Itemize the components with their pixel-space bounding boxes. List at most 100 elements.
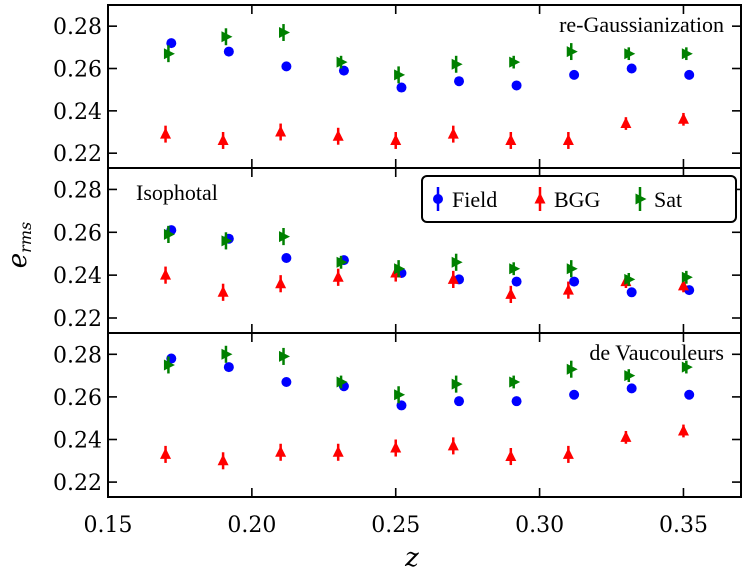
series-field bbox=[166, 353, 695, 411]
series-field bbox=[166, 38, 695, 93]
data-point bbox=[451, 58, 463, 70]
legend-label: Sat bbox=[654, 187, 682, 212]
data-point bbox=[624, 48, 636, 60]
data-point bbox=[509, 376, 521, 388]
data-point bbox=[562, 447, 574, 459]
series-bgg bbox=[160, 264, 689, 303]
series-bgg bbox=[160, 424, 689, 470]
data-point bbox=[677, 279, 689, 291]
data-point bbox=[566, 46, 578, 58]
data-point bbox=[511, 80, 522, 91]
y-tick-label: 0.24 bbox=[53, 428, 102, 453]
data-point bbox=[562, 133, 574, 145]
series-field bbox=[166, 225, 695, 298]
data-point bbox=[684, 389, 695, 400]
y-tick-label: 0.28 bbox=[53, 178, 102, 203]
x-tick-label: 0.25 bbox=[371, 513, 420, 538]
x-tick-label: 0.30 bbox=[515, 513, 564, 538]
data-point bbox=[509, 56, 521, 68]
data-point bbox=[281, 376, 292, 387]
panel-title: Isophotal bbox=[136, 180, 218, 205]
data-point bbox=[569, 389, 580, 400]
data-point bbox=[681, 271, 693, 283]
data-point bbox=[569, 69, 580, 80]
data-point bbox=[281, 61, 292, 72]
data-point bbox=[511, 396, 522, 407]
x-tick-label: 0.15 bbox=[84, 513, 133, 538]
data-point bbox=[217, 285, 229, 297]
data-point bbox=[620, 430, 632, 442]
legend-entry-bgg: BGG bbox=[534, 187, 601, 212]
data-point bbox=[279, 27, 291, 39]
data-point bbox=[160, 268, 172, 280]
y-tick-label: 0.26 bbox=[53, 221, 102, 246]
data-point bbox=[223, 46, 234, 57]
data-point bbox=[505, 450, 517, 462]
data-point bbox=[677, 424, 689, 436]
data-point bbox=[160, 447, 172, 459]
data-point bbox=[505, 133, 517, 145]
panel-frame bbox=[107, 332, 742, 498]
data-point bbox=[451, 256, 463, 268]
data-point bbox=[279, 231, 291, 243]
data-point bbox=[332, 129, 344, 141]
x-tick-label: 0.20 bbox=[227, 513, 276, 538]
data-point bbox=[223, 362, 234, 373]
data-point bbox=[447, 272, 459, 284]
legend-label: Field bbox=[452, 187, 497, 212]
data-point bbox=[681, 361, 693, 373]
data-point bbox=[217, 454, 229, 466]
panel-title: de Vaucouleurs bbox=[589, 340, 724, 365]
data-point bbox=[163, 359, 175, 371]
data-point bbox=[332, 445, 344, 457]
legend-entry-field: Field bbox=[433, 187, 497, 212]
x-tick-label: 0.35 bbox=[659, 513, 708, 538]
data-point bbox=[275, 277, 287, 289]
y-axis-label-sub: rms bbox=[16, 222, 35, 253]
data-point bbox=[624, 273, 636, 285]
panel-title: re-Gaussianization bbox=[559, 12, 724, 37]
data-point bbox=[396, 82, 407, 93]
data-point bbox=[626, 63, 637, 74]
legend-entry-sat: Sat bbox=[635, 187, 682, 212]
series-sat bbox=[163, 225, 693, 286]
y-tick-label: 0.24 bbox=[53, 264, 102, 289]
x-tick-labels: 0.15 0.20 0.25 0.30 0.35 bbox=[84, 513, 708, 538]
data-point bbox=[336, 256, 348, 268]
data-point bbox=[275, 125, 287, 137]
data-point bbox=[626, 383, 637, 394]
legend-box bbox=[421, 175, 737, 223]
data-point bbox=[677, 112, 689, 124]
x-axis-label: z bbox=[404, 543, 419, 573]
data-point bbox=[160, 127, 172, 139]
panel-3: 0.22 0.24 0.26 0.28 de Vaucouleurs bbox=[53, 332, 742, 498]
legend-label: BGG bbox=[554, 187, 601, 212]
y-tick-label: 0.28 bbox=[53, 343, 102, 368]
data-point bbox=[221, 348, 233, 360]
data-point bbox=[163, 228, 175, 240]
legend-marker bbox=[534, 192, 546, 204]
data-point bbox=[336, 56, 348, 68]
y-tick-label: 0.22 bbox=[53, 142, 102, 167]
data-point bbox=[562, 283, 574, 295]
y-axis-label: erms bbox=[3, 222, 35, 268]
data-point bbox=[684, 69, 695, 80]
y-tick-label: 0.22 bbox=[53, 471, 102, 496]
data-point bbox=[569, 276, 580, 287]
data-point bbox=[509, 263, 521, 275]
data-point bbox=[454, 76, 465, 87]
data-point bbox=[394, 263, 406, 275]
panels: 0.22 0.24 0.26 0.28 re-Gaussianization 0.22 0.… bbox=[53, 4, 742, 498]
data-point bbox=[511, 276, 522, 287]
data-point bbox=[447, 439, 459, 451]
data-point bbox=[451, 378, 463, 390]
legend-marker bbox=[433, 194, 443, 204]
panel-1: 0.22 0.24 0.26 0.28 re-Gaussianization bbox=[53, 4, 742, 169]
y-tick-label: 0.28 bbox=[53, 15, 102, 40]
series-sat bbox=[163, 345, 693, 404]
data-point bbox=[447, 127, 459, 139]
data-point bbox=[505, 287, 517, 299]
series-bgg bbox=[160, 112, 689, 149]
data-point bbox=[390, 441, 402, 453]
data-point bbox=[566, 363, 578, 375]
